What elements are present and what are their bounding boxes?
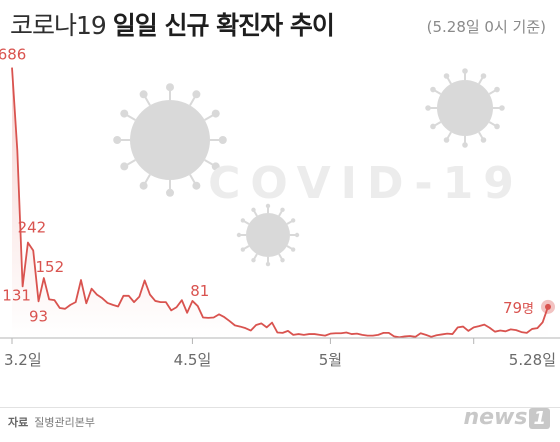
chart-title: 코로나19 일일 신규 확진자 추이 xyxy=(10,6,335,42)
data-label: 131 xyxy=(2,286,31,304)
x-tick-label: 4.5일 xyxy=(174,351,212,369)
x-tick-label: 5.28일 xyxy=(509,351,556,369)
virus-icon xyxy=(113,83,227,197)
virus-decoration xyxy=(113,68,505,267)
series-area xyxy=(12,67,548,339)
source-text: 질병관리본부 xyxy=(34,416,95,429)
data-label: 152 xyxy=(36,258,65,276)
chart-title-bold: 일일 신규 확진자 추이 xyxy=(112,11,335,40)
data-label: 79명 xyxy=(503,299,534,317)
x-tick-label: 3.2일 xyxy=(4,351,42,369)
logo-badge: 1 xyxy=(529,408,550,429)
footer-divider xyxy=(0,407,560,408)
chart-subtitle: (5.28일 0시 기준) xyxy=(426,18,546,36)
x-tick-label: 5월 xyxy=(319,351,342,369)
data-label: 242 xyxy=(18,219,47,237)
virus-icon xyxy=(425,68,505,148)
data-label: 686 xyxy=(0,46,26,64)
data-label: 81 xyxy=(190,282,209,300)
covid-watermark: COVID-19 xyxy=(208,158,524,209)
data-label: 93 xyxy=(29,307,48,325)
chart-title-main: 코로나19 xyxy=(10,11,113,40)
virus-icon xyxy=(236,203,300,267)
series-line xyxy=(11,67,549,339)
news1-logo: news 1 xyxy=(463,405,550,430)
logo-text: news xyxy=(463,405,528,430)
last-point-marker xyxy=(545,303,551,310)
source-note: 자료 질병관리본부 xyxy=(8,414,95,430)
source-label: 자료 xyxy=(8,416,29,429)
